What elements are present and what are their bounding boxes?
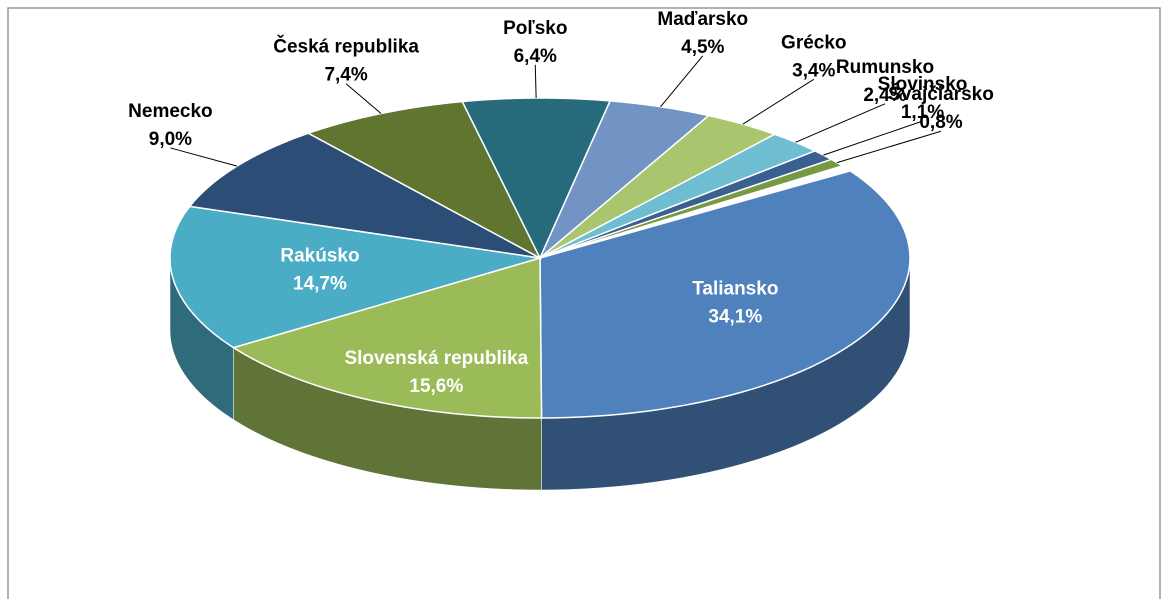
slice-value-label: 7,4% [324,65,367,86]
slice-label: Nemecko [128,101,213,122]
slice-value-label: 9,0% [149,129,192,150]
slice-label: Taliansko [692,279,778,300]
slice-value-label: 15,6% [409,376,463,397]
pie-tops [169,97,911,419]
slice-label: Rumunsko [836,57,934,78]
leader-line [823,120,923,156]
slice [539,150,834,259]
slice-label: Grécko [781,32,846,53]
slice-value-label: 1,1% [901,102,944,123]
leader-line [836,130,942,164]
slice-value-label: 3,4% [792,60,835,81]
leader-line [534,64,537,99]
leader-line [660,55,704,108]
slice-label: Rakúsko [280,246,359,267]
slice-value-label: 0,8% [919,112,962,133]
leader-line [742,78,815,125]
slice-value-label: 6,4% [514,46,557,67]
slice-value-label: 2,4% [863,85,906,106]
slice-label: Švajčiarsko [888,83,994,105]
slice-label: Česká republika [273,36,419,58]
slice [539,133,817,259]
slice-label: Slovenská republika [344,348,528,369]
slice [169,205,541,349]
slice-label: Poľsko [503,18,567,39]
slice-label: Slovinsko [878,74,968,95]
leader-line [170,147,238,167]
slice-value-label: 4,5% [681,37,724,58]
slice [539,158,845,259]
leader-line [795,103,886,143]
slice-value-label: 14,7% [293,274,347,295]
slice-label: Maďarsko [657,9,748,30]
slice [461,97,612,260]
leader-line [345,83,382,114]
slice [231,257,543,419]
slice [539,170,911,419]
slice [539,100,711,259]
slice [306,100,542,260]
pie-sides [169,257,911,491]
slice-value-label: 34,1% [708,307,762,328]
